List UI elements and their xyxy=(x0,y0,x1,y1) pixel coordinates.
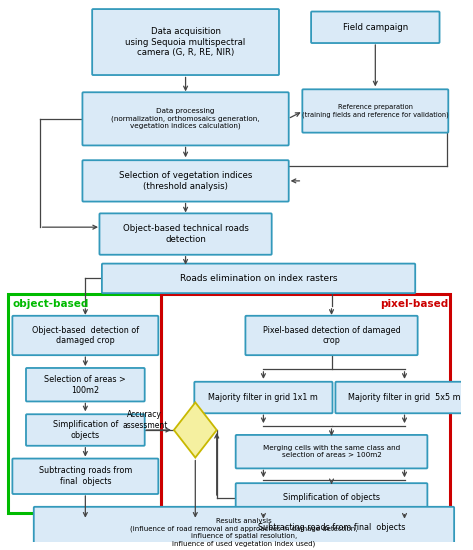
FancyBboxPatch shape xyxy=(12,316,158,355)
FancyBboxPatch shape xyxy=(236,435,428,469)
FancyBboxPatch shape xyxy=(92,9,279,75)
Text: Data acquisition
using Sequoia multispectral
camera (G, R, RE, NIR): Data acquisition using Sequoia multispec… xyxy=(125,27,245,57)
FancyBboxPatch shape xyxy=(302,89,448,133)
Text: Roads elimination on index rasters: Roads elimination on index rasters xyxy=(180,274,337,283)
FancyBboxPatch shape xyxy=(12,459,158,494)
FancyBboxPatch shape xyxy=(194,382,333,413)
Text: Simplification of objects: Simplification of objects xyxy=(283,493,380,503)
FancyBboxPatch shape xyxy=(26,368,145,402)
Text: Majority filter in grid 1x1 m: Majority filter in grid 1x1 m xyxy=(209,393,318,402)
FancyBboxPatch shape xyxy=(236,513,428,542)
Text: Pixel-based detection of damaged
crop: Pixel-based detection of damaged crop xyxy=(263,326,401,345)
Text: Merging cells with the same class and
selection of areas > 100m2: Merging cells with the same class and se… xyxy=(263,445,400,458)
Text: Data processing
(normalization, orthomosaics generation,
vegetation indices calc: Data processing (normalization, orthomos… xyxy=(111,108,260,129)
Polygon shape xyxy=(174,403,217,458)
FancyBboxPatch shape xyxy=(311,12,439,43)
FancyBboxPatch shape xyxy=(245,316,418,355)
Text: Selection of vegetation indices
(threshold analysis): Selection of vegetation indices (thresho… xyxy=(119,171,252,191)
FancyBboxPatch shape xyxy=(26,414,145,446)
Text: Subtracting roads from
final  objects: Subtracting roads from final objects xyxy=(39,466,132,486)
Bar xyxy=(9,294,161,513)
FancyBboxPatch shape xyxy=(335,382,473,413)
Text: Subtracting roads from final  objects: Subtracting roads from final objects xyxy=(258,523,405,532)
FancyBboxPatch shape xyxy=(34,507,454,550)
Text: Results analysis
(influence of road removal and approaches in damage detection,
: Results analysis (influence of road remo… xyxy=(130,518,358,547)
Text: Object-based  detection of
damaged crop: Object-based detection of damaged crop xyxy=(32,326,139,345)
Text: Reference preparation
(training fields and reference for validation): Reference preparation (training fields a… xyxy=(302,104,449,118)
Text: pixel-based: pixel-based xyxy=(380,299,448,309)
Text: Field campaign: Field campaign xyxy=(343,23,408,32)
Bar xyxy=(161,294,450,513)
Text: Object-based technical roads
detection: Object-based technical roads detection xyxy=(123,224,248,244)
Text: Majority filter in grid  5x5 m: Majority filter in grid 5x5 m xyxy=(348,393,461,402)
FancyBboxPatch shape xyxy=(236,483,428,513)
FancyBboxPatch shape xyxy=(82,160,289,201)
Text: object-based: object-based xyxy=(12,299,89,309)
FancyBboxPatch shape xyxy=(102,263,415,293)
FancyBboxPatch shape xyxy=(99,213,272,255)
Text: Simplification of
objects: Simplification of objects xyxy=(53,420,118,440)
FancyBboxPatch shape xyxy=(82,92,289,145)
Text: Selection of areas >
100m2: Selection of areas > 100m2 xyxy=(44,375,126,394)
Text: Accuracy
assessment: Accuracy assessment xyxy=(122,410,167,430)
